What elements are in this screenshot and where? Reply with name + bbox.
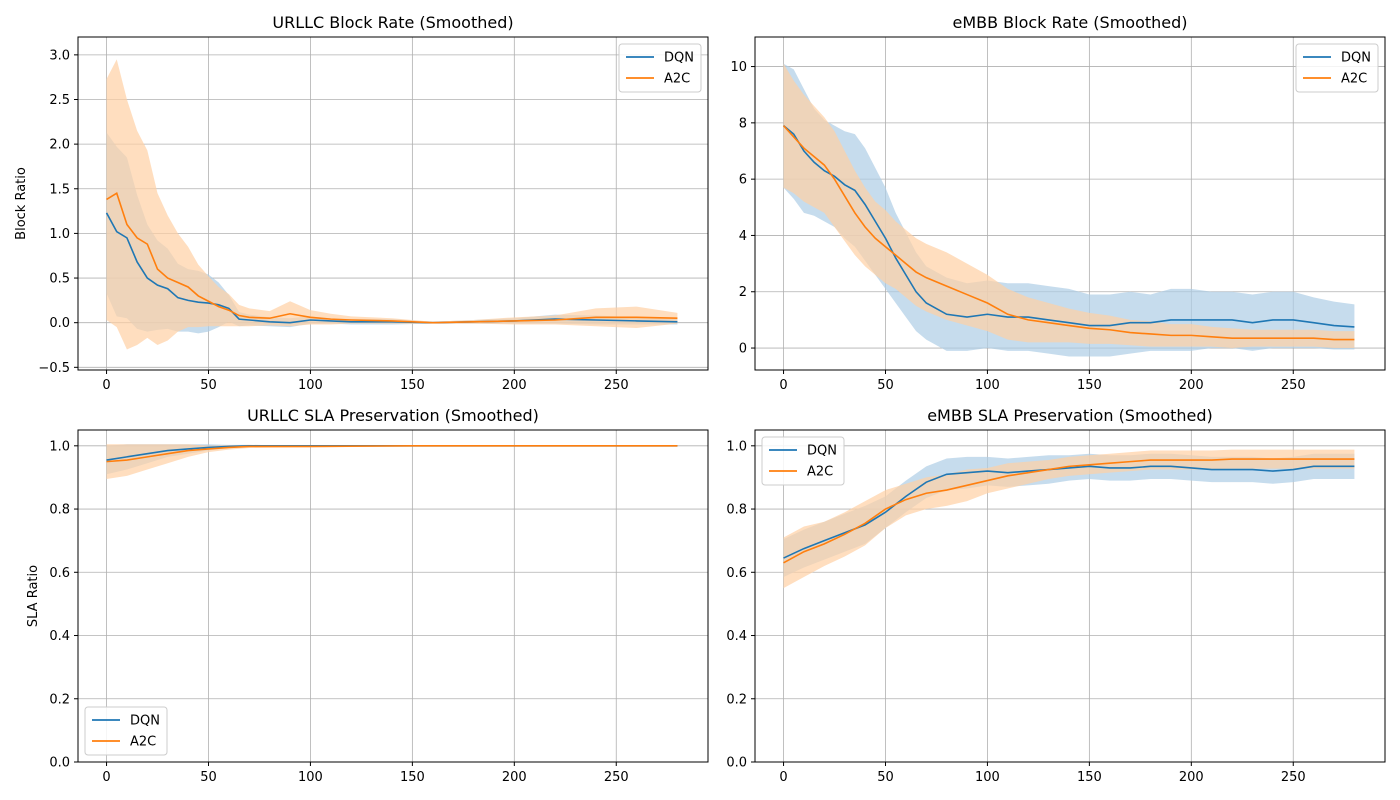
x-tick-label: 200 <box>1179 770 1204 785</box>
y-tick-label: 1.5 <box>49 182 70 197</box>
series-line-a2c <box>106 192 678 324</box>
y-tick-label: 0.8 <box>726 503 747 518</box>
band-a2c <box>106 59 678 350</box>
y-tick-label: 1.0 <box>49 439 70 454</box>
x-tick-label: 150 <box>1077 770 1102 785</box>
x-tick-label: 50 <box>200 378 217 393</box>
y-tick-label: 0.0 <box>49 756 70 771</box>
plot-area <box>105 59 678 350</box>
legend-label-a2c: A2C <box>664 72 690 87</box>
axes-frame <box>754 429 1386 763</box>
series-line-dqn <box>783 465 1355 559</box>
x-tick-label: 0 <box>102 770 110 785</box>
chart-title: URLLC Block Rate (Smoothed) <box>272 13 513 32</box>
y-tick-label: 8 <box>739 116 747 131</box>
legend-box <box>618 43 702 93</box>
chart-panel-3: 0 50 100 150 200 250 0.0 0.2 0.4 0.6 0.8 1.0 URLLC S… <box>26 406 709 785</box>
x-tick-label: 100 <box>298 378 323 393</box>
x-tick-label: 100 <box>975 378 1000 393</box>
x-tick-label: 50 <box>200 770 217 785</box>
x-tick-label: 100 <box>975 770 1000 785</box>
axes-frame <box>77 36 709 371</box>
series-line-dqn <box>783 125 1355 328</box>
chart-title: eMBB Block Rate (Smoothed) <box>952 13 1187 32</box>
x-tick-label: 250 <box>1281 378 1306 393</box>
y-tick-label: 2.5 <box>49 93 70 108</box>
y-tick-label: 1.0 <box>49 227 70 242</box>
y-tick-label: 3.0 <box>49 48 70 63</box>
series-line-a2c <box>782 125 1355 341</box>
x-tick-label: 200 <box>502 378 527 393</box>
grid <box>78 37 708 370</box>
legend-label-dqn: DQN <box>130 714 160 729</box>
x-tick-label: 150 <box>1077 378 1102 393</box>
y-tick-label: 0.2 <box>49 692 70 707</box>
y-axis-label: Block Ratio <box>14 167 29 240</box>
legend-label-dqn: DQN <box>1341 51 1371 66</box>
y-tick-label: 6 <box>739 173 747 188</box>
chart-title: eMBB SLA Preservation (Smoothed) <box>927 406 1213 425</box>
y-axis-label: SLA Ratio <box>26 565 41 627</box>
legend-box <box>84 706 168 756</box>
chart-panel-1: 0 50 100 150 200 250 −0.5 0.0 0.5 1.0 1.5 2.0 2.5 3.0… <box>14 13 709 393</box>
x-tick-label: 50 <box>877 378 894 393</box>
y-tick-label: 0.0 <box>49 316 70 331</box>
y-tick-label: 2.0 <box>49 138 70 153</box>
y-tick-label: 4 <box>739 229 747 244</box>
legend-box <box>1295 43 1379 93</box>
y-tick-label: 1.0 <box>726 439 747 454</box>
series-line-a2c <box>783 458 1355 564</box>
y-tick-label: 0 <box>739 342 747 357</box>
y-tick-label: 0.5 <box>49 272 70 287</box>
plot-area <box>106 444 678 480</box>
x-tick-label: 250 <box>604 770 629 785</box>
band-a2c <box>106 444 678 480</box>
legend: DQN A2C <box>761 436 845 486</box>
y-tick-label: −0.5 <box>38 361 70 376</box>
x-tick-label: 250 <box>604 378 629 393</box>
chart-panel-4: 0 50 100 150 200 250 0.0 0.2 0.4 0.6 0.8 1.0 eMBB SL… <box>726 406 1386 785</box>
chart-title: URLLC SLA Preservation (Smoothed) <box>247 406 539 425</box>
x-tick-label: 200 <box>1179 378 1204 393</box>
series-line-a2c <box>106 445 678 463</box>
legend-label-a2c: A2C <box>130 735 156 750</box>
x-tick-label: 0 <box>779 770 787 785</box>
legend-label-a2c: A2C <box>1341 72 1367 87</box>
y-tick-label: 0.4 <box>49 629 70 644</box>
grid <box>78 430 708 763</box>
legend-label-a2c: A2C <box>807 465 833 480</box>
y-tick-label: 0.6 <box>49 566 70 581</box>
legend-label-dqn: DQN <box>664 51 694 66</box>
y-tick-label: 2 <box>739 285 747 300</box>
axes-frame <box>754 36 1386 371</box>
x-tick-label: 150 <box>400 378 425 393</box>
x-tick-label: 50 <box>877 770 894 785</box>
y-tick-label: 0.8 <box>49 503 70 518</box>
x-tick-label: 200 <box>502 770 527 785</box>
y-tick-label: 0.0 <box>726 756 747 771</box>
axes-frame <box>77 429 709 763</box>
x-tick-label: 0 <box>779 378 787 393</box>
y-tick-label: 10 <box>730 60 747 75</box>
legend: DQN A2C <box>84 706 168 756</box>
legend-box <box>761 436 845 486</box>
legend-label-dqn: DQN <box>807 444 837 459</box>
y-tick-label: 0.2 <box>726 692 747 707</box>
y-tick-label: 0.6 <box>726 566 747 581</box>
x-tick-label: 250 <box>1281 770 1306 785</box>
chart-panel-2: 0 50 100 150 200 250 0 2 4 6 8 10 eMBB Block Rate (S… <box>730 13 1386 393</box>
x-tick-label: 100 <box>298 770 323 785</box>
plot-area <box>782 63 1355 357</box>
legend: DQN A2C <box>618 43 702 93</box>
y-tick-label: 0.4 <box>726 629 747 644</box>
x-tick-label: 150 <box>400 770 425 785</box>
legend: DQN A2C <box>1295 43 1379 93</box>
band-a2c <box>783 449 1355 589</box>
x-tick-label: 0 <box>102 378 110 393</box>
plot-area <box>783 449 1355 589</box>
